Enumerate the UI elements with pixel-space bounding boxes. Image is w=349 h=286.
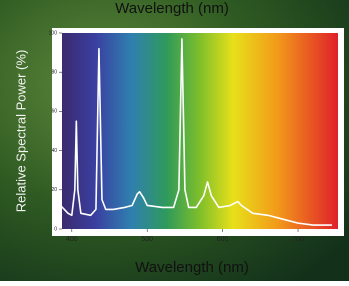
y-tick-label: 60 <box>51 109 57 115</box>
chart-title: Wavelength (nm) <box>115 0 229 17</box>
x-tick-label: 600 <box>217 236 229 243</box>
x-tick-label: 700 <box>292 236 304 243</box>
x-tick-label: 500 <box>141 236 153 243</box>
y-tick-label: 100 <box>49 30 58 36</box>
y-tick-label: 80 <box>51 70 57 76</box>
chart: Wavelength (nm) Wavelength (nm) Relative… <box>0 0 349 281</box>
x-axis-label: Wavelength (nm) <box>135 259 249 276</box>
y-tick-label: 40 <box>51 148 57 154</box>
y-axis-label: Relative Spectral Power (%) <box>13 50 28 213</box>
y-tick-label: 20 <box>51 187 57 193</box>
y-tick-label: 0 <box>54 226 57 232</box>
plot-area <box>62 33 338 229</box>
x-tick-label: 400 <box>66 236 78 243</box>
